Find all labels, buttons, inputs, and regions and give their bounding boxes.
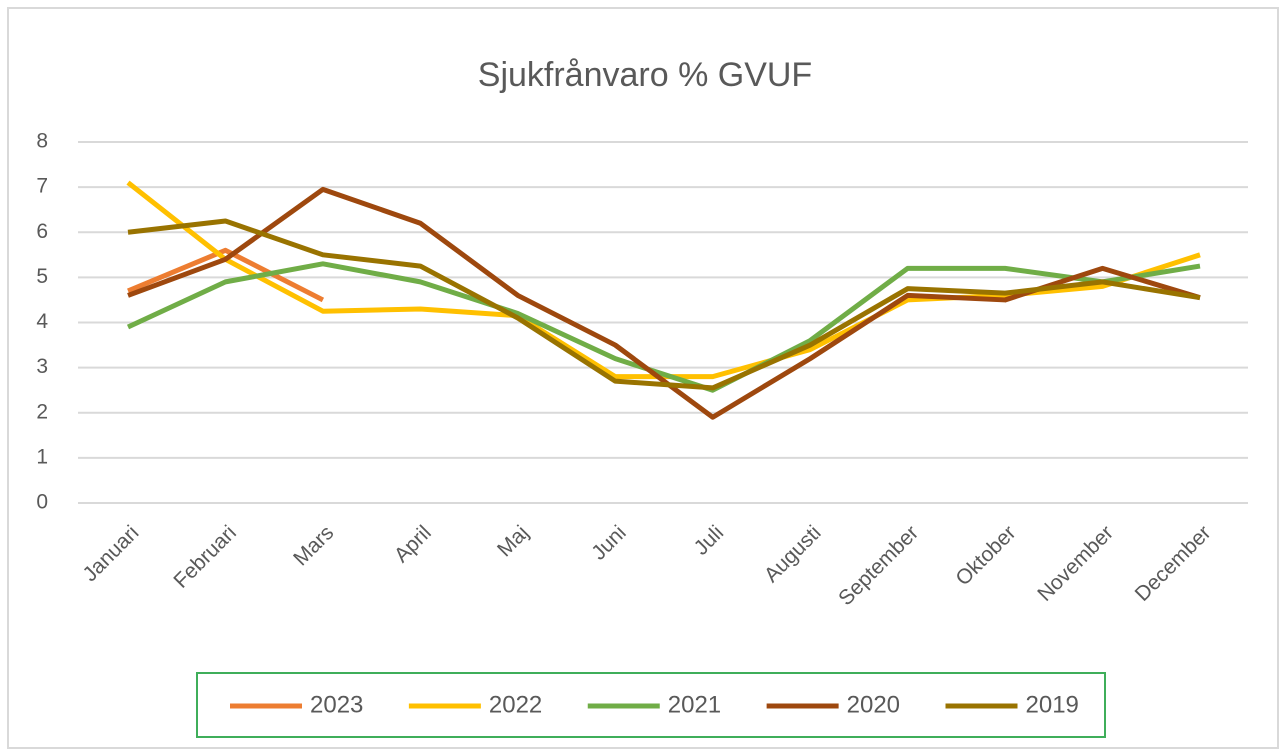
y-tick-label: 1 <box>36 445 48 468</box>
y-tick-label: 4 <box>36 310 48 333</box>
y-tick-label: 7 <box>36 175 48 198</box>
series-line <box>127 218 1201 391</box>
y-tick-label: 5 <box>36 265 48 288</box>
y-tick-label: 6 <box>36 220 48 243</box>
series-line <box>126 261 1201 393</box>
series-line <box>127 186 1201 420</box>
series-line <box>127 247 325 303</box>
legend-label: 2019 <box>1026 691 1079 718</box>
legend-label: 2023 <box>310 691 363 718</box>
y-tick-label: 0 <box>36 491 48 514</box>
y-tick-label: 8 <box>36 130 48 153</box>
y-tick-label: 2 <box>36 400 48 423</box>
chart-title: Sjukfrånvaro % GVUF <box>478 56 812 94</box>
y-tick-label: 3 <box>36 355 48 378</box>
legend-label: 2020 <box>847 691 900 718</box>
legend-label: 2021 <box>668 691 721 718</box>
legend-label: 2022 <box>489 691 542 718</box>
